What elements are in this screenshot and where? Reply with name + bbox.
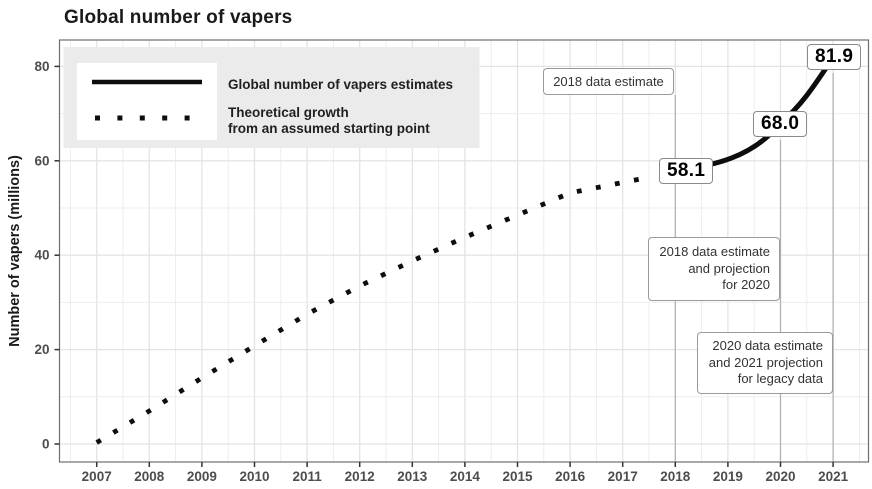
y-tick-label: 20 — [34, 342, 49, 357]
x-tick-label: 2011 — [292, 469, 322, 484]
x-tick-label: 2019 — [713, 469, 743, 484]
legend-label-dotted: Theoretical growth from an assumed start… — [228, 105, 430, 136]
y-tick-label: 60 — [34, 153, 49, 168]
annotation-2018-estimate: 2018 data estimate — [543, 68, 674, 95]
value-label-58-1: 58.1 — [659, 158, 714, 184]
annotation-2018-projection-2020: 2018 data estimate and projection for 20… — [648, 237, 780, 301]
y-tick-label: 40 — [34, 248, 49, 263]
legend-swatches — [92, 79, 207, 121]
value-label-81-9: 81.9 — [807, 44, 862, 70]
x-tick-label: 2018 — [660, 469, 691, 484]
x-tick-label: 2014 — [450, 469, 481, 484]
x-tick-label: 2013 — [397, 469, 428, 484]
legend-label-solid: Global number of vapers estimates — [228, 77, 454, 92]
value-label-68-0: 68.0 — [753, 111, 808, 137]
x-tick-label: 2015 — [502, 469, 533, 484]
x-tick-label: 2012 — [345, 469, 375, 484]
x-tick-label: 2017 — [608, 469, 638, 484]
y-tick-label: 0 — [42, 437, 50, 452]
legend-key-box — [77, 63, 217, 140]
x-tick-label: 2016 — [555, 469, 586, 484]
x-tick-label: 2021 — [818, 469, 849, 484]
x-tick-label: 2008 — [134, 469, 165, 484]
x-tick-label: 2007 — [82, 469, 112, 484]
chart-title: Global number of vapers — [64, 7, 293, 28]
annotation-2020-estimate-2021-projection: 2020 data estimate and 2021 projection f… — [697, 332, 833, 394]
y-axis-title: Number of vapers (millions) — [7, 155, 24, 347]
x-tick-label: 2010 — [239, 469, 269, 484]
panel-border — [58, 39, 870, 463]
x-tick-label: 2009 — [187, 469, 217, 484]
dotted-series-line — [95, 174, 653, 445]
x-tick-label: 2020 — [765, 469, 795, 484]
y-tick-label: 80 — [34, 59, 49, 74]
